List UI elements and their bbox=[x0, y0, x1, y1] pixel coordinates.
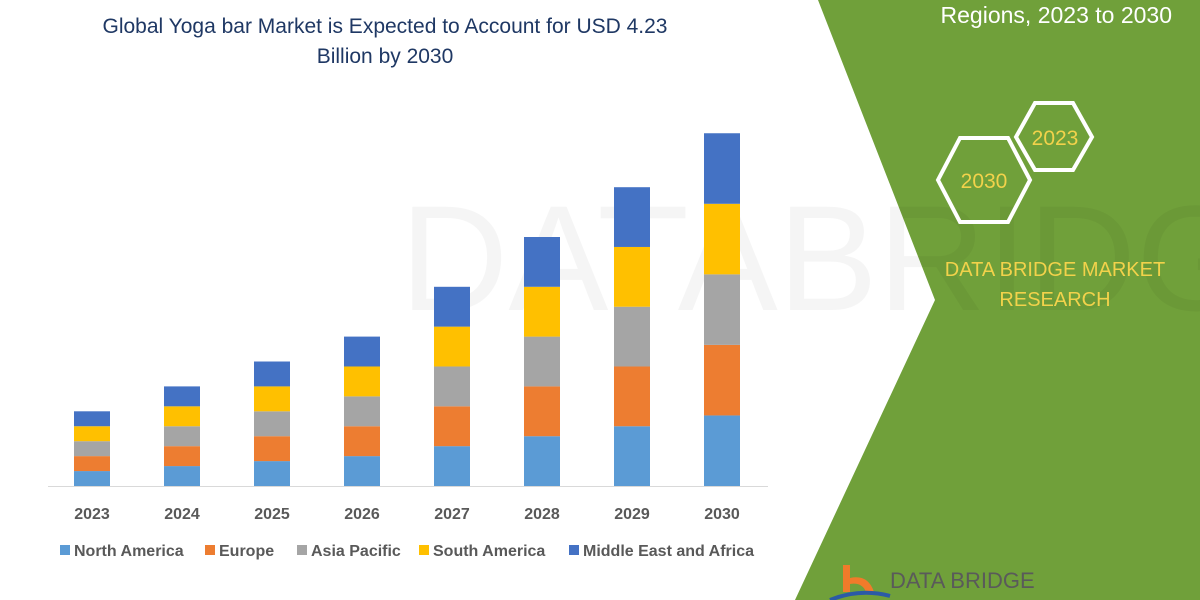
bar-segment-2025-3 bbox=[254, 386, 290, 412]
bar-segment-2025-4 bbox=[254, 361, 290, 387]
bars bbox=[74, 133, 740, 486]
panel-title: Regions, 2023 to 2030 bbox=[940, 2, 1172, 28]
x-tick-2030: 2030 bbox=[704, 506, 740, 523]
bar-segment-2026-4 bbox=[344, 336, 380, 367]
x-tick-2025: 2025 bbox=[254, 506, 290, 523]
x-tick-2027: 2027 bbox=[434, 506, 470, 523]
bar-segment-2030-4 bbox=[704, 133, 740, 204]
bar-segment-2025-2 bbox=[254, 411, 290, 437]
legend-label-2: Asia Pacific bbox=[311, 543, 401, 560]
x-tick-2026: 2026 bbox=[344, 506, 380, 523]
bar-segment-2024-4 bbox=[164, 386, 200, 407]
bar-segment-2029-3 bbox=[614, 246, 650, 307]
bar-segment-2026-0 bbox=[344, 456, 380, 486]
bar-segment-2028-3 bbox=[524, 286, 560, 337]
legend-label-3: South America bbox=[433, 543, 545, 560]
legend-label-4: Middle East and Africa bbox=[583, 543, 754, 560]
x-tick-2023: 2023 bbox=[74, 506, 110, 523]
legend-swatch-2 bbox=[297, 545, 307, 555]
bar-segment-2030-2 bbox=[704, 274, 740, 345]
title-line-1: Global Yoga bar Market is Expected to Ac… bbox=[102, 15, 668, 38]
brand-name: DATA BRIDGE MARKET RESEARCH bbox=[930, 255, 1180, 315]
bar-segment-2026-1 bbox=[344, 426, 380, 457]
bar-segment-2027-4 bbox=[434, 286, 470, 327]
legend-swatch-4 bbox=[569, 545, 579, 555]
bar-segment-2029-2 bbox=[614, 306, 650, 367]
title-line-2: Billion by 2030 bbox=[316, 45, 454, 68]
bar-segment-2024-1 bbox=[164, 446, 200, 467]
bar-segment-2023-0 bbox=[74, 471, 110, 486]
bar-segment-2029-1 bbox=[614, 366, 650, 427]
bar-segment-2029-4 bbox=[614, 187, 650, 247]
x-tick-labels: 2023 2024 2025 2026 2027 2028 2029 2030 bbox=[74, 506, 740, 523]
legend-label-0: North America bbox=[74, 543, 184, 560]
bar-segment-2028-4 bbox=[524, 237, 560, 287]
bar-segment-2026-2 bbox=[344, 396, 380, 427]
chart-title: Global Yoga bar Market is Expected to Ac… bbox=[60, 12, 710, 72]
bar-segment-2027-0 bbox=[434, 446, 470, 486]
brand-line-2: RESEARCH bbox=[999, 289, 1111, 311]
bar-segment-2029-0 bbox=[614, 426, 650, 486]
legend-swatch-0 bbox=[60, 545, 70, 555]
logo-text: DATA BRIDGE bbox=[890, 568, 1035, 593]
legend: North America Europe Asia Pacific South Ame… bbox=[60, 543, 754, 560]
hex-2030: 2030 bbox=[935, 136, 1033, 224]
bar-segment-2023-1 bbox=[74, 456, 110, 472]
bar-segment-2023-3 bbox=[74, 426, 110, 442]
hex-2030-label: 2030 bbox=[961, 170, 1008, 193]
brand-line-1: DATA BRIDGE MARKET bbox=[944, 259, 1166, 281]
hex-2023-label: 2023 bbox=[1032, 127, 1079, 150]
logo-mark bbox=[829, 565, 891, 600]
bar-segment-2028-1 bbox=[524, 386, 560, 437]
bar-segment-2023-2 bbox=[74, 441, 110, 457]
bar-segment-2027-3 bbox=[434, 326, 470, 367]
green-panel bbox=[795, 0, 1200, 600]
bar-segment-2030-3 bbox=[704, 203, 740, 275]
x-tick-2024: 2024 bbox=[164, 506, 200, 523]
x-tick-2028: 2028 bbox=[524, 506, 560, 523]
bar-segment-2025-1 bbox=[254, 436, 290, 462]
bar-segment-2024-0 bbox=[164, 466, 200, 486]
bar-segment-2026-3 bbox=[344, 366, 380, 397]
bar-segment-2030-1 bbox=[704, 344, 740, 416]
x-tick-2029: 2029 bbox=[614, 506, 650, 523]
hex-2023: 2023 bbox=[1013, 101, 1095, 172]
bar-segment-2023-4 bbox=[74, 411, 110, 427]
legend-swatch-1 bbox=[205, 545, 215, 555]
bar-segment-2024-2 bbox=[164, 426, 200, 447]
bar-segment-2027-1 bbox=[434, 406, 470, 447]
bar-segment-2027-2 bbox=[434, 366, 470, 407]
bar-segment-2028-0 bbox=[524, 436, 560, 486]
legend-swatch-3 bbox=[419, 545, 429, 555]
bar-segment-2024-3 bbox=[164, 406, 200, 427]
bar-segment-2028-2 bbox=[524, 336, 560, 387]
legend-label-1: Europe bbox=[219, 543, 274, 560]
bar-segment-2030-0 bbox=[704, 415, 740, 486]
bar-segment-2025-0 bbox=[254, 461, 290, 486]
